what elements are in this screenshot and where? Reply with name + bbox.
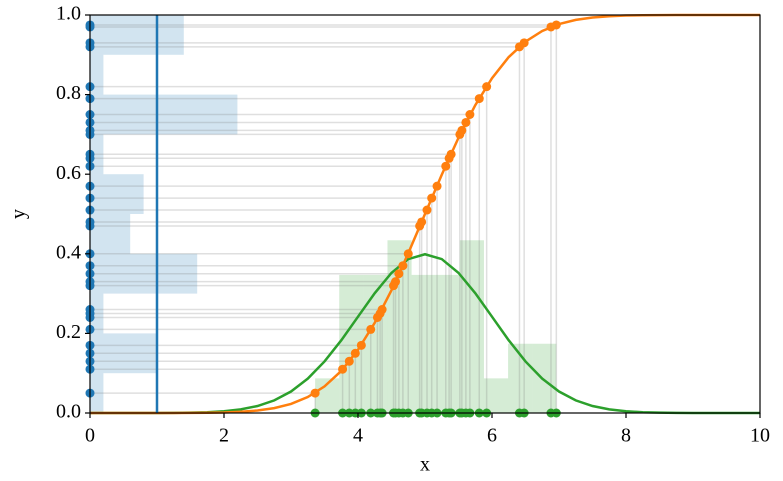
x-tick-label: 0 (85, 425, 95, 447)
uniform-hist-bar (90, 15, 184, 55)
cdf-point (344, 356, 354, 366)
cdf-point (474, 94, 484, 104)
uniform-hist-bar (90, 293, 104, 334)
normal-hist-bar (363, 274, 388, 413)
x-tick-label: 8 (621, 425, 631, 447)
plot-frame (89, 14, 761, 414)
normal-hist-bar (483, 378, 509, 413)
y-tick-label: 1.0 (56, 3, 81, 25)
cdf-point (427, 193, 437, 203)
cdf-point (389, 281, 399, 291)
cdf-point (350, 348, 360, 358)
cdf-point (441, 161, 451, 171)
y-tick-label: 0.4 (56, 241, 81, 263)
normal-hist-bar (459, 240, 484, 413)
cdf-point (356, 340, 366, 350)
y-tick-label: 0.8 (56, 82, 81, 104)
cdf-point (465, 110, 475, 119)
y-tick-label: 0.6 (56, 162, 81, 184)
uniform-hist-bar (90, 174, 144, 214)
cdf-point (482, 82, 492, 92)
uniform-hist-bar (90, 333, 157, 374)
normal-hist-bar (532, 343, 557, 413)
x-tick-label: 4 (353, 425, 363, 447)
normal-hist-bar (435, 274, 460, 413)
cdf-point (366, 324, 376, 334)
y-tick-label: 0.0 (56, 401, 81, 423)
y-axis-label: y (8, 209, 30, 219)
cdf-point (432, 181, 442, 191)
cdf-point (398, 261, 408, 271)
x-tick-label: 2 (219, 425, 229, 447)
cdf-point (461, 117, 471, 127)
cdf-point (338, 364, 348, 374)
cdf-point (514, 42, 524, 52)
uniform-hist-bar (90, 214, 131, 254)
cdf-point (403, 249, 413, 259)
cdf-point (546, 22, 556, 32)
cdf-point (394, 269, 404, 279)
x-tick-label: 10 (750, 425, 770, 447)
x-axis-label: x (420, 454, 430, 476)
x-tick-label: 6 (487, 425, 497, 447)
uniform-hist-bar (90, 373, 104, 413)
cdf-point (422, 205, 432, 215)
cdf-point (372, 312, 382, 322)
y-tick-label: 0.2 (56, 321, 81, 343)
uniform-hist-bar (90, 94, 238, 135)
cdf-point (444, 153, 454, 163)
cdf-point (310, 388, 320, 398)
cdf-point (415, 221, 425, 231)
cdf-point (455, 129, 465, 139)
normal-hist-bar (411, 274, 436, 413)
uniform-hist-bar (90, 253, 198, 294)
normal-hist-bar (387, 240, 412, 413)
